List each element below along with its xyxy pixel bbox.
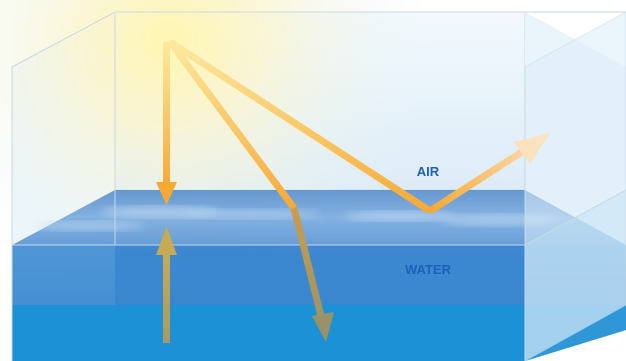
air-label: AIR <box>417 164 440 179</box>
reflected-ray <box>168 39 550 214</box>
refracted-ray <box>167 39 334 342</box>
tank-right-panel <box>524 11 626 361</box>
tank-edges <box>11 11 626 361</box>
upward-ray <box>156 226 177 343</box>
incident-ray-vertical <box>156 42 177 205</box>
water-label: WATER <box>405 262 452 277</box>
light-rays <box>156 39 550 343</box>
